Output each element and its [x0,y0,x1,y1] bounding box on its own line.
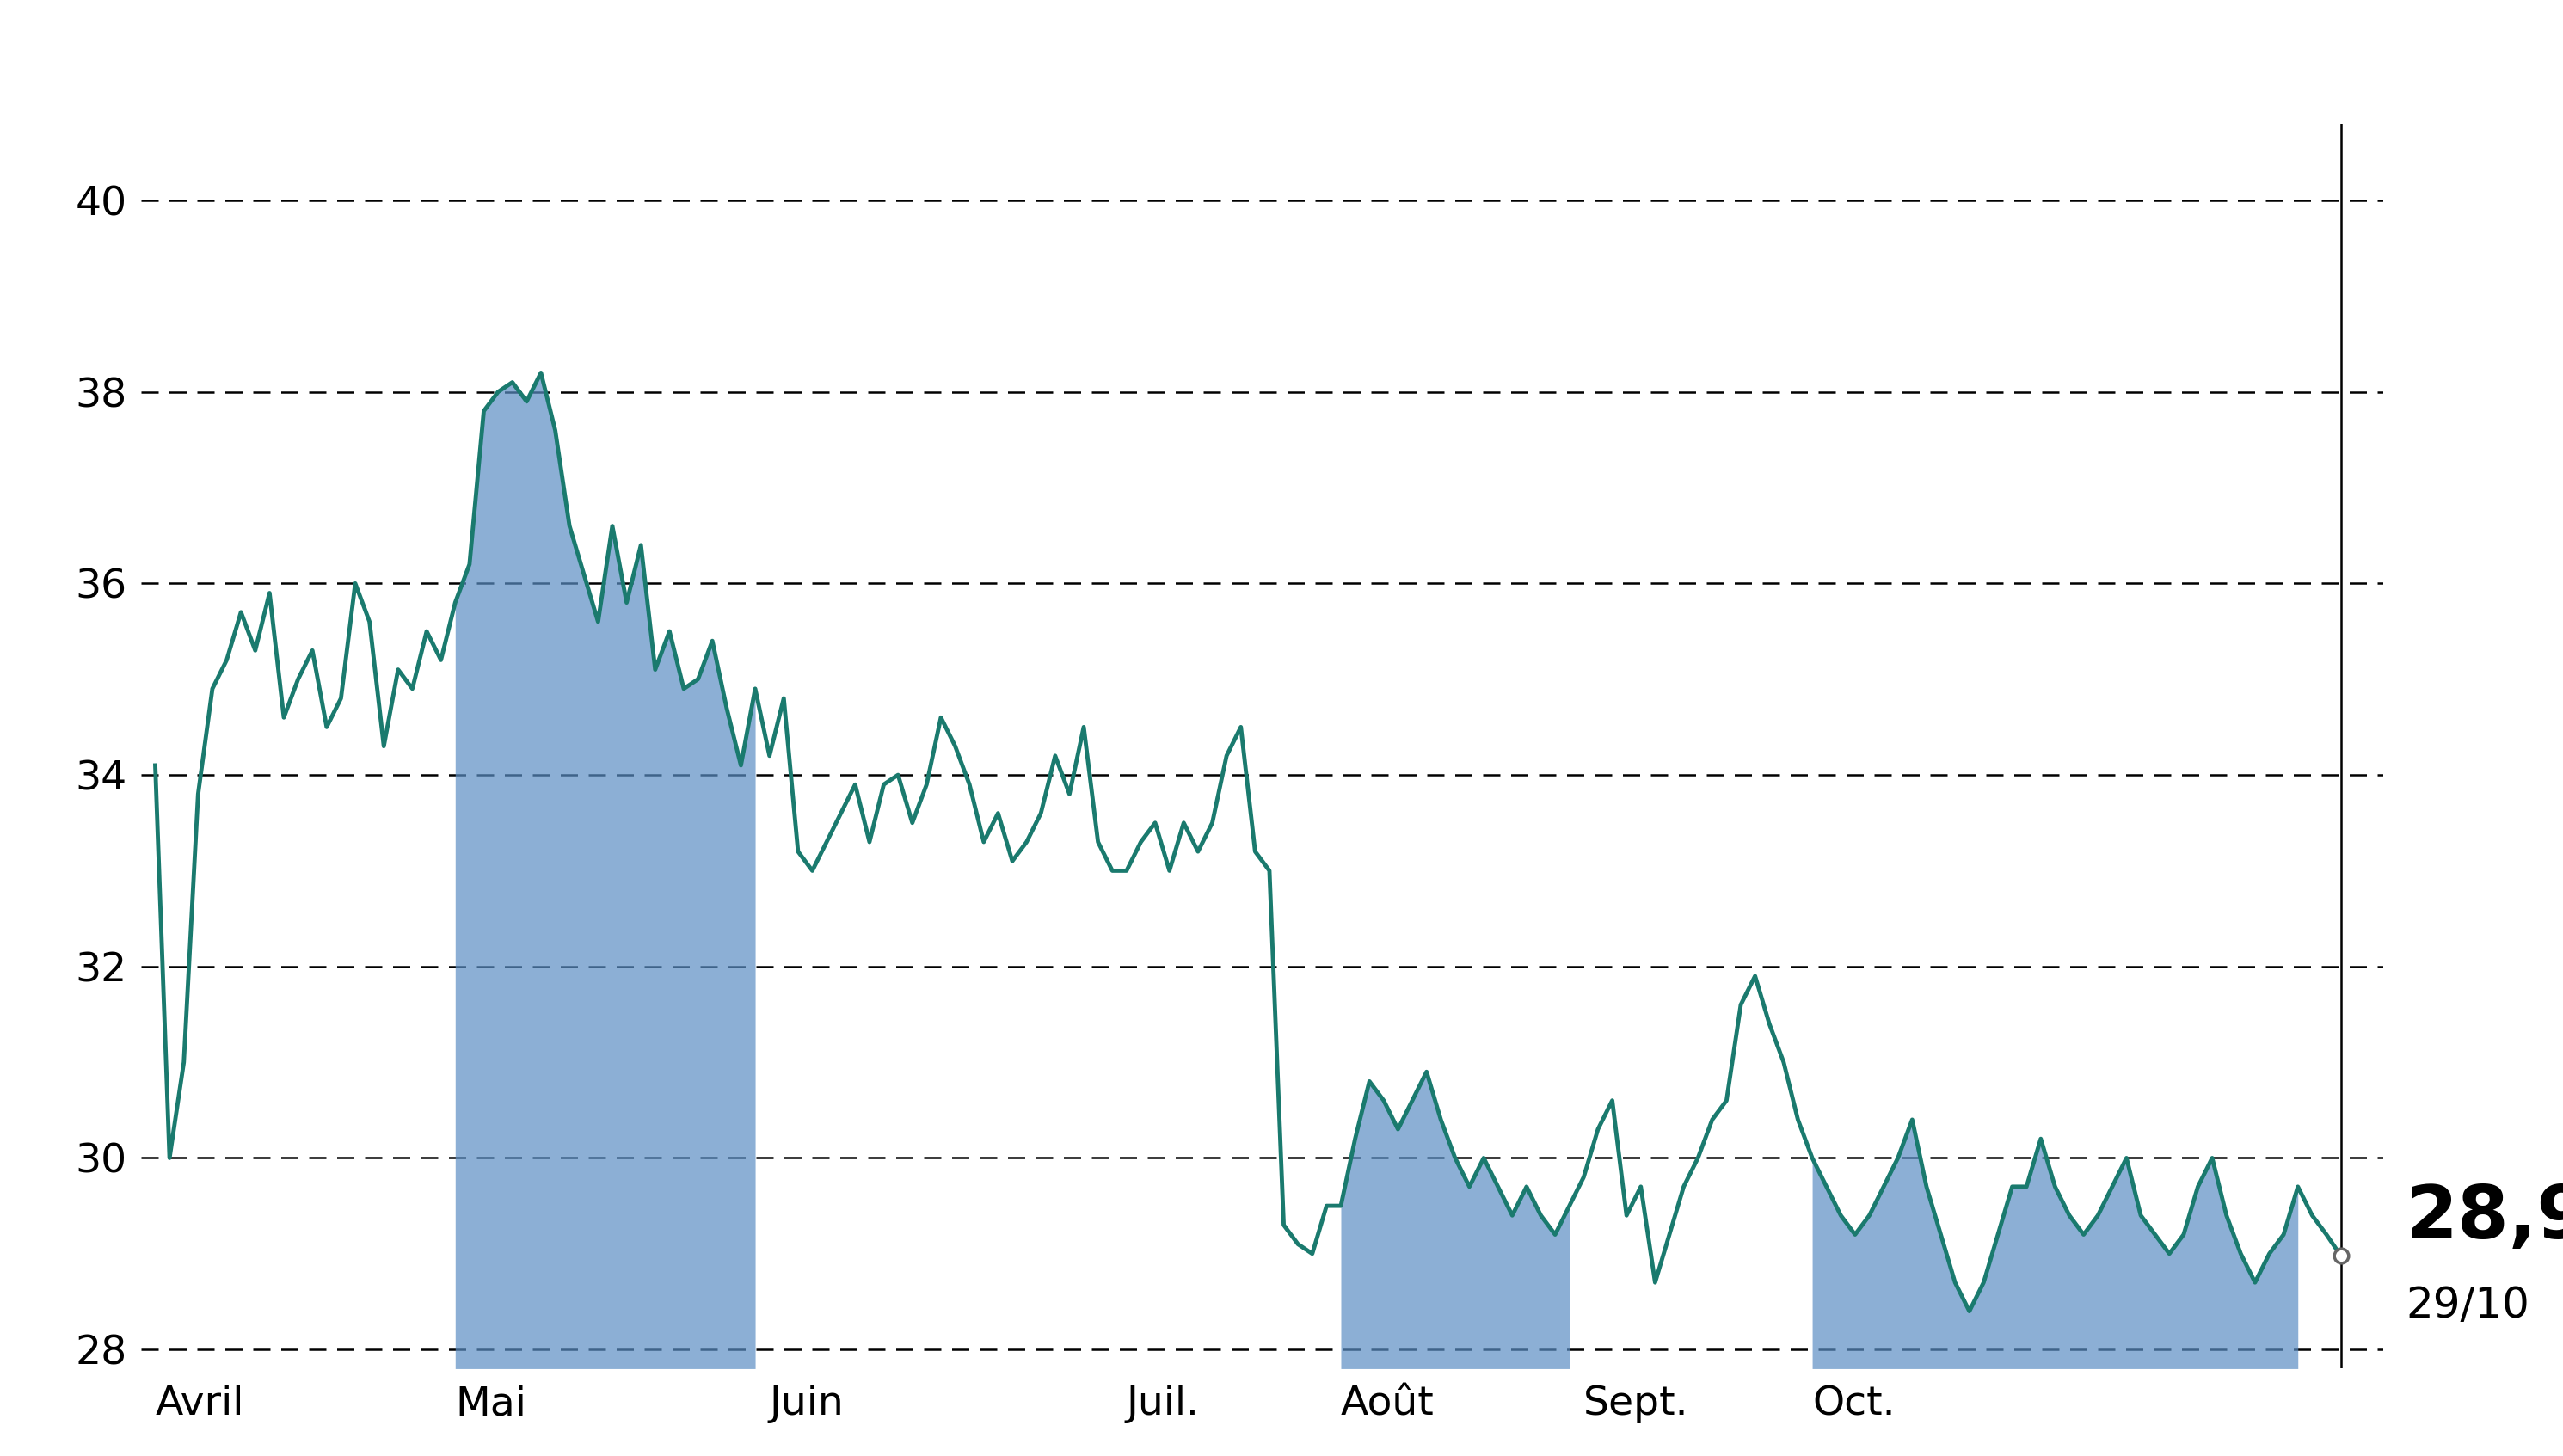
Text: 28,98: 28,98 [2407,1182,2563,1254]
Text: 29/10: 29/10 [2407,1284,2530,1326]
Text: IMERYS: IMERYS [1079,1,1484,93]
